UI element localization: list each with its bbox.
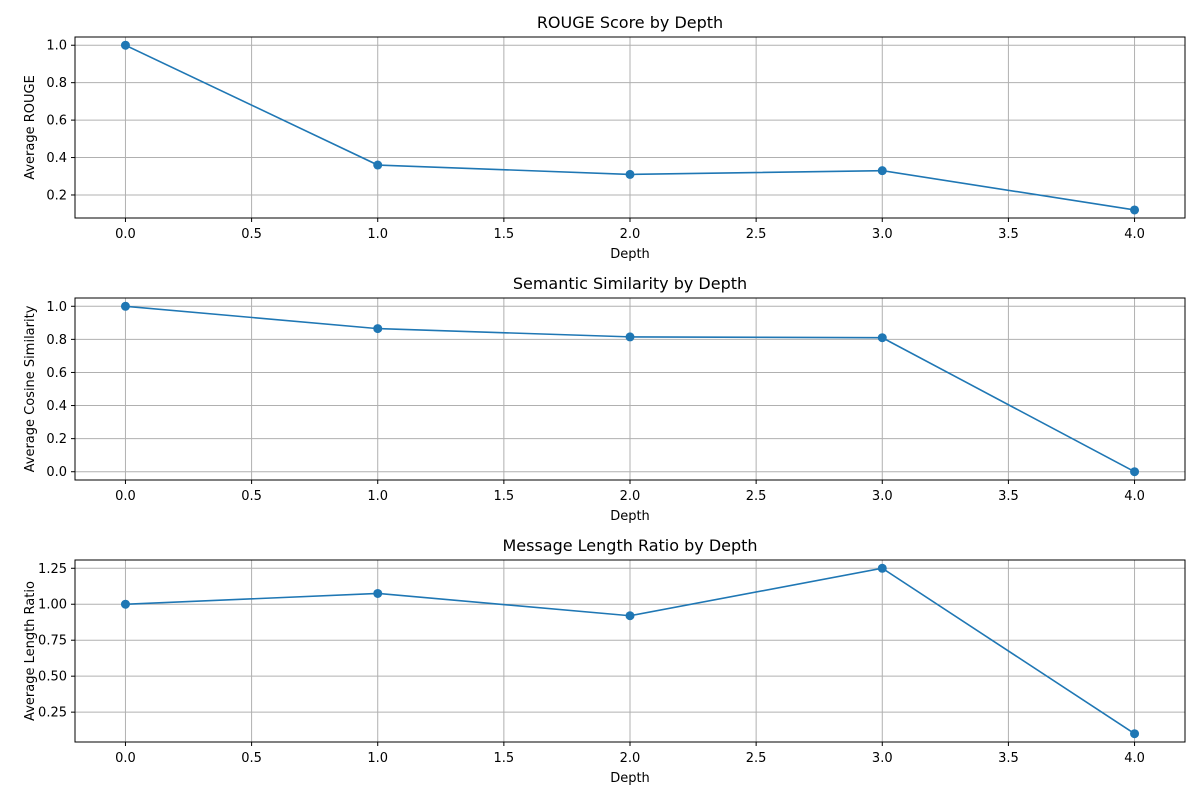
data-point — [877, 166, 887, 176]
y-tick-label: 0.4 — [46, 151, 67, 166]
y-axis-label: Average Cosine Similarity — [23, 305, 38, 472]
data-point — [625, 611, 635, 621]
y-tick-label: 0.50 — [38, 670, 67, 685]
data-point — [120, 301, 130, 311]
y-tick-label: 0.8 — [46, 333, 67, 348]
y-tick-label: 0.8 — [46, 76, 67, 91]
x-tick-label: 1.0 — [367, 489, 388, 504]
data-point — [120, 40, 130, 50]
y-tick-label: 0.2 — [46, 188, 67, 203]
data-point — [877, 333, 887, 343]
x-tick-label: 0.0 — [115, 751, 136, 766]
x-tick-label: 1.0 — [367, 227, 388, 242]
y-axis-label: Average Length Ratio — [23, 581, 38, 721]
x-tick-label: 2.5 — [746, 227, 767, 242]
x-tick-label: 2.0 — [620, 227, 641, 242]
x-tick-label: 3.0 — [872, 227, 893, 242]
data-point — [625, 169, 635, 179]
y-tick-label: 1.0 — [46, 300, 67, 315]
x-tick-label: 3.5 — [998, 751, 1019, 766]
x-tick-label: 1.5 — [494, 489, 515, 504]
data-point — [1130, 729, 1140, 739]
data-point — [1130, 467, 1140, 477]
x-tick-label: 2.0 — [620, 751, 641, 766]
x-tick-label: 3.0 — [872, 751, 893, 766]
x-tick-label: 2.5 — [746, 489, 767, 504]
x-tick-label: 1.0 — [367, 751, 388, 766]
data-point — [877, 563, 887, 573]
x-tick-label: 4.0 — [1124, 489, 1145, 504]
chart-title: ROUGE Score by Depth — [537, 13, 723, 32]
x-axis-label: Depth — [610, 247, 650, 262]
x-tick-label: 0.5 — [241, 489, 262, 504]
x-tick-label: 3.5 — [998, 489, 1019, 504]
data-point — [625, 332, 635, 342]
x-tick-label: 1.5 — [494, 751, 515, 766]
y-tick-label: 0.6 — [46, 114, 67, 129]
chart-panel-3: 0.0 0.5 1.0 1.5 2.0 2.5 3.0 3.5 4.0 0.25 0.50 0.75 1… — [23, 536, 1186, 786]
data-point — [373, 588, 383, 598]
x-tick-label: 3.5 — [998, 227, 1019, 242]
y-tick-label: 1.00 — [38, 598, 67, 613]
y-tick-label: 0.6 — [46, 366, 67, 381]
x-tick-label: 2.0 — [620, 489, 641, 504]
x-axis-label: Depth — [610, 509, 650, 524]
chart-title: Semantic Similarity by Depth — [513, 274, 747, 293]
chart-panel-2: 0.0 0.5 1.0 1.5 2.0 2.5 3.0 3.5 4.0 0.0 0.2 0.4 0.6 0… — [23, 274, 1186, 524]
x-tick-label: 2.5 — [746, 751, 767, 766]
y-axis-label: Average ROUGE — [23, 75, 38, 180]
y-tick-label: 0.0 — [46, 465, 67, 480]
y-tick-label: 0.2 — [46, 432, 67, 447]
y-tick-label: 0.25 — [38, 706, 67, 721]
y-tick-label: 0.75 — [38, 634, 67, 649]
x-tick-label: 0.5 — [241, 227, 262, 242]
x-tick-label: 3.0 — [872, 489, 893, 504]
x-tick-label: 0.0 — [115, 227, 136, 242]
x-tick-label: 1.5 — [494, 227, 515, 242]
x-axis-label: Depth — [610, 771, 650, 786]
y-tick-label: 0.4 — [46, 399, 67, 414]
data-point — [373, 160, 383, 170]
x-tick-label: 0.5 — [241, 751, 262, 766]
x-tick-label: 0.0 — [115, 489, 136, 504]
chart-panel-1: 0.0 0.5 1.0 1.5 2.0 2.5 3.0 3.5 4.0 0.2 0.4 0.6 0.8 1… — [23, 13, 1186, 262]
chart-title: Message Length Ratio by Depth — [502, 536, 757, 555]
x-tick-label: 4.0 — [1124, 227, 1145, 242]
x-tick-label: 4.0 — [1124, 751, 1145, 766]
y-tick-label: 1.25 — [38, 562, 67, 577]
data-point — [373, 324, 383, 334]
y-tick-label: 1.0 — [46, 39, 67, 54]
data-point — [1130, 205, 1140, 215]
data-point — [120, 599, 130, 609]
